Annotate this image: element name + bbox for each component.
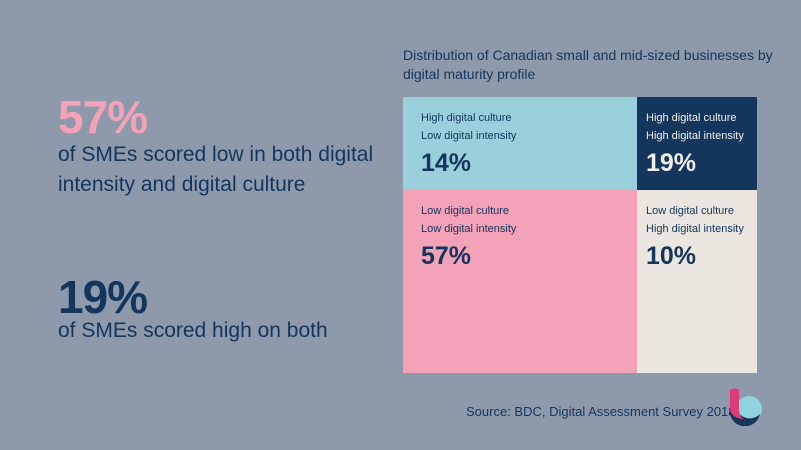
cell-high-culture-low-intensity: High digital culture Low digital intensi…: [403, 97, 637, 190]
cell-value: 19%: [646, 149, 697, 177]
cell-low-culture-low-intensity: Low digital culture Low digital intensit…: [403, 190, 637, 373]
stat-19-description: of SMEs scored high on both: [58, 319, 328, 342]
bdc-logo-icon: [729, 388, 762, 426]
cell-label: High digital intensity: [646, 223, 744, 235]
stat-57-description: of SMEs scored low in both digital inten…: [58, 143, 374, 196]
mosaic-chart: High digital culture Low digital intensi…: [403, 97, 757, 373]
stat-57-value: 57%: [58, 91, 148, 143]
cell-label: Low digital intensity: [421, 130, 517, 142]
stat-19-value: 19%: [58, 271, 148, 323]
cell-value: 14%: [421, 149, 472, 177]
cell-high-culture-high-intensity: High digital culture High digital intens…: [637, 97, 757, 190]
cell-label: Low digital culture: [646, 205, 735, 217]
cell-label: High digital intensity: [646, 130, 744, 142]
cell-value: 10%: [646, 242, 697, 270]
cell-label: High digital culture: [421, 112, 512, 124]
cell-label: High digital culture: [646, 112, 737, 124]
source-note: Source: BDC, Digital Assessment Survey 2…: [466, 404, 736, 419]
cell-label: Low digital intensity: [421, 223, 517, 235]
cell-value: 57%: [421, 242, 472, 270]
chart-title: Distribution of Canadian small and mid-s…: [403, 47, 773, 82]
cell-label: Low digital culture: [421, 205, 510, 217]
cell-low-culture-high-intensity: Low digital culture High digital intensi…: [637, 190, 757, 373]
